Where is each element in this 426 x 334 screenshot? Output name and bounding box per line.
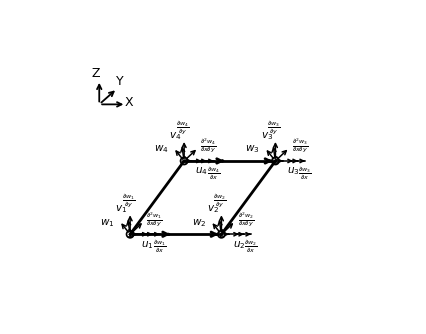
Text: $w_{3}$: $w_{3}$ [245, 144, 259, 155]
Text: $w_{2}$: $w_{2}$ [191, 217, 205, 228]
Text: $\frac{\partial w_{1}}{\partial x}$: $\frac{\partial w_{1}}{\partial x}$ [153, 239, 166, 255]
Text: $\frac{\partial w_{4}}{\partial y}$: $\frac{\partial w_{4}}{\partial y}$ [176, 119, 189, 136]
Text: $v_{4}$: $v_{4}$ [169, 130, 181, 142]
Text: Y: Y [116, 75, 124, 89]
Text: Z: Z [92, 67, 100, 80]
Text: $u_{1}$: $u_{1}$ [141, 239, 153, 251]
Text: $\frac{\partial^2 w_{2}}{\partial x\partial y}$: $\frac{\partial^2 w_{2}}{\partial x\part… [237, 210, 253, 228]
Text: $u_{4}$: $u_{4}$ [195, 166, 207, 177]
Text: $w_{4}$: $w_{4}$ [154, 144, 168, 155]
Text: $v_{2}$: $v_{2}$ [206, 203, 219, 215]
Text: $u_{3}$: $u_{3}$ [286, 166, 299, 177]
Text: 2: 2 [218, 229, 224, 239]
Text: 4: 4 [181, 156, 187, 166]
Text: $\frac{\partial w_{4}}{\partial x}$: $\frac{\partial w_{4}}{\partial x}$ [207, 166, 220, 182]
Text: $\frac{\partial w_{2}}{\partial y}$: $\frac{\partial w_{2}}{\partial y}$ [213, 192, 226, 209]
Text: X: X [125, 96, 133, 109]
Text: 3: 3 [272, 156, 278, 166]
Text: $\frac{\partial^2 w_{3}}{\partial x\partial y}$: $\frac{\partial^2 w_{3}}{\partial x\part… [291, 137, 307, 155]
Text: $\frac{\partial^2 w_{1}}{\partial x\partial y}$: $\frac{\partial^2 w_{1}}{\partial x\part… [146, 210, 162, 228]
Text: $u_{2}$: $u_{2}$ [232, 239, 245, 251]
Text: $\frac{\partial w_{2}}{\partial x}$: $\frac{\partial w_{2}}{\partial x}$ [244, 239, 257, 255]
Text: 1: 1 [127, 229, 133, 239]
Text: $\frac{\partial w_{1}}{\partial y}$: $\frac{\partial w_{1}}{\partial y}$ [122, 192, 135, 209]
Text: $v_{3}$: $v_{3}$ [260, 130, 272, 142]
Text: $\frac{\partial^2 w_{4}}{\partial x\partial y}$: $\frac{\partial^2 w_{4}}{\partial x\part… [200, 137, 216, 155]
Text: $v_{1}$: $v_{1}$ [115, 203, 127, 215]
Text: $\frac{\partial w_{3}}{\partial x}$: $\frac{\partial w_{3}}{\partial x}$ [298, 166, 311, 182]
Text: $\frac{\partial w_{3}}{\partial y}$: $\frac{\partial w_{3}}{\partial y}$ [267, 119, 280, 136]
Text: $w_{1}$: $w_{1}$ [100, 217, 115, 228]
